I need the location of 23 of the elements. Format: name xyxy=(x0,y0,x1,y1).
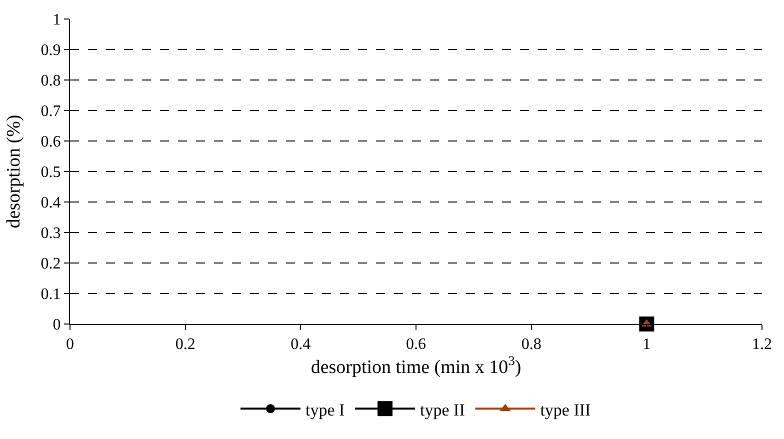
legend-label: type III xyxy=(540,400,592,420)
y-tick-label: 1 xyxy=(52,12,61,29)
y-axis-title: desorption (%) xyxy=(4,114,25,228)
x-tick-label: 0.4 xyxy=(290,336,311,354)
x-tick-label: 0.6 xyxy=(406,336,426,354)
y-tick-label: 0 xyxy=(52,316,61,334)
y-tick-label: 0.7 xyxy=(40,103,61,120)
legend-label: type I xyxy=(306,400,346,420)
x-tick-label: 1 xyxy=(642,336,651,354)
x-tick-label: 0.8 xyxy=(521,336,542,354)
y-tick-label: 0.2 xyxy=(40,256,61,273)
y-tick-label: 0.4 xyxy=(40,194,61,212)
x-tick-label: 0.2 xyxy=(175,336,196,354)
y-tick-label: 0.1 xyxy=(40,286,61,304)
y-tick-label: 0.8 xyxy=(40,72,61,90)
x-tick-label: 1.2 xyxy=(752,336,772,354)
y-tick-label: 0.5 xyxy=(40,164,61,182)
y-tick-label: 0.6 xyxy=(40,134,61,151)
x-tick-label: 0 xyxy=(66,336,74,354)
legend-label: type II xyxy=(420,400,466,420)
y-tick-label: 0.3 xyxy=(40,225,61,242)
x-axis-title: desorption time (min x 10$^{3}$) xyxy=(310,353,522,378)
y-tick-label: 0.9 xyxy=(40,42,61,60)
